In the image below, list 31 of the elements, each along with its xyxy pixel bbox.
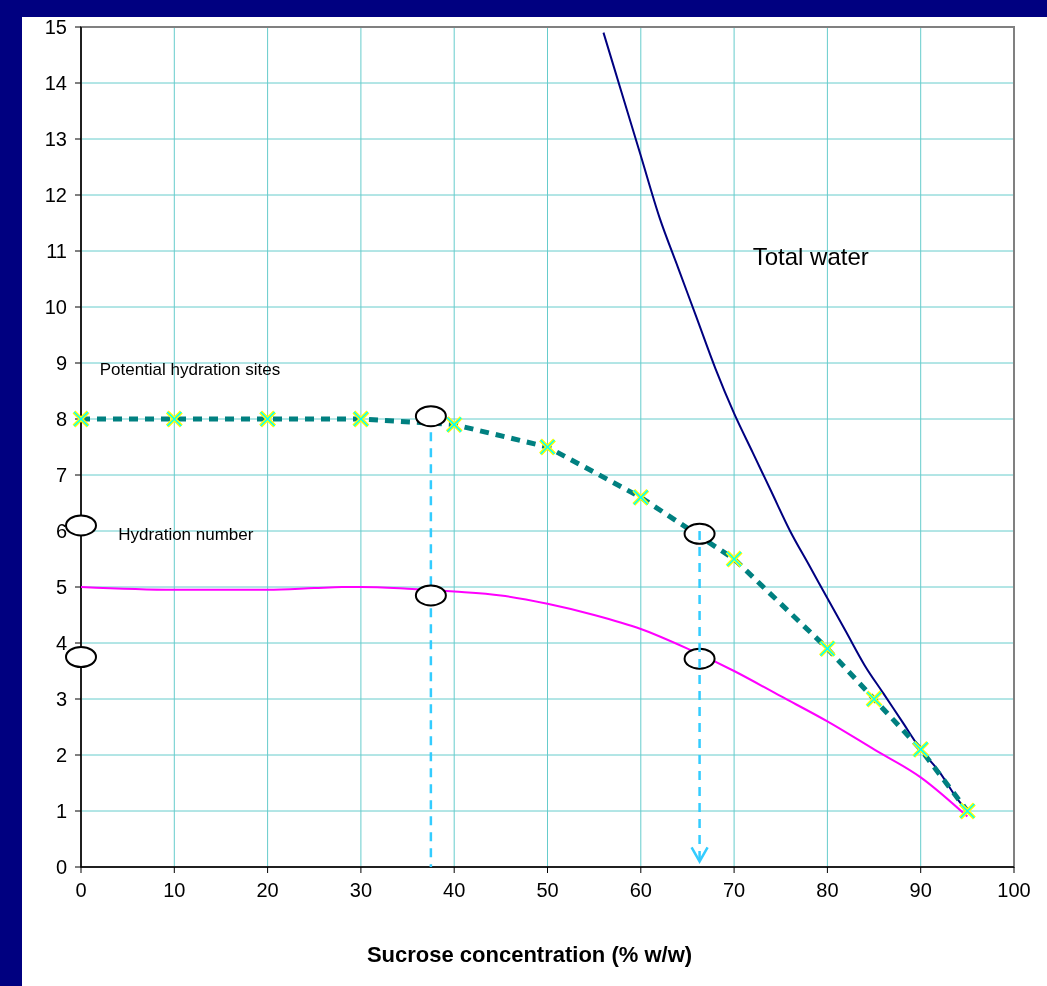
y-tick-label: 15 <box>44 16 67 38</box>
y-tick-label: 13 <box>44 128 67 150</box>
y-tick-label: 5 <box>55 576 67 598</box>
y-tick-label: 2 <box>55 744 67 766</box>
y-tick-label: 3 <box>55 688 67 710</box>
y-tick-label: 9 <box>55 352 67 374</box>
y-tick-label: 7 <box>55 464 67 486</box>
x-tick-label: 50 <box>536 879 559 901</box>
y-tick-label: 6 <box>55 520 67 542</box>
x-tick-label: 20 <box>256 879 279 901</box>
x-tick-label: 40 <box>443 879 466 901</box>
x-tick-label: 100 <box>997 879 1031 901</box>
annotation: Hydration number <box>118 524 254 544</box>
annotation: Potential hydration sites <box>99 359 281 379</box>
y-tick-label: 11 <box>46 240 67 262</box>
x-tick-label: 80 <box>816 879 839 901</box>
x-tick-label: 70 <box>722 879 746 901</box>
x-tick-label: 30 <box>349 879 373 901</box>
y-tick-label: 0 <box>55 856 67 878</box>
x-tick-label: 10 <box>163 879 186 901</box>
x-tick-label: 90 <box>909 879 932 901</box>
y-tick-label: 4 <box>55 632 67 654</box>
y-tick-label: 12 <box>44 184 67 206</box>
y-tick-label: 8 <box>55 408 67 430</box>
y-tick-label: 1 <box>55 800 67 822</box>
x-tick-label: 60 <box>629 879 652 901</box>
x-tick-label: 0 <box>75 879 87 901</box>
annotation: Total water <box>752 243 869 270</box>
x-axis-title: Sucrose concentration (% w/w) <box>366 942 693 967</box>
y-tick-label: 10 <box>44 296 67 318</box>
y-tick-label: 14 <box>44 72 67 94</box>
